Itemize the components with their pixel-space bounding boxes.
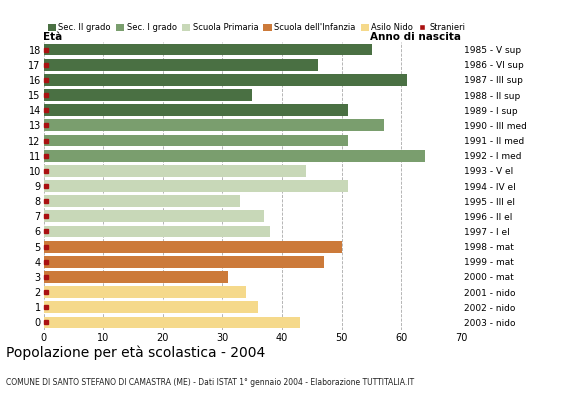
Bar bbox=[44, 180, 348, 192]
Text: Età: Età bbox=[44, 32, 63, 42]
Bar bbox=[44, 241, 342, 252]
Bar bbox=[44, 165, 306, 177]
Bar bbox=[44, 120, 383, 131]
Bar bbox=[44, 286, 246, 298]
Bar bbox=[44, 150, 425, 162]
Bar bbox=[44, 74, 407, 86]
Bar bbox=[44, 44, 372, 56]
Bar bbox=[44, 104, 348, 116]
Bar bbox=[44, 226, 270, 237]
Text: COMUNE DI SANTO STEFANO DI CAMASTRA (ME) - Dati ISTAT 1° gennaio 2004 - Elaboraz: COMUNE DI SANTO STEFANO DI CAMASTRA (ME)… bbox=[6, 378, 414, 387]
Bar bbox=[44, 210, 264, 222]
Bar bbox=[44, 195, 240, 207]
Bar bbox=[44, 301, 258, 313]
Legend: Sec. II grado, Sec. I grado, Scuola Primaria, Scuola dell'Infanzia, Asilo Nido, : Sec. II grado, Sec. I grado, Scuola Prim… bbox=[48, 23, 465, 32]
Text: Anno di nascita: Anno di nascita bbox=[370, 32, 461, 42]
Text: Popolazione per età scolastica - 2004: Popolazione per età scolastica - 2004 bbox=[6, 346, 265, 360]
Bar bbox=[44, 135, 348, 146]
Bar bbox=[44, 59, 318, 71]
Bar bbox=[44, 316, 300, 328]
Bar bbox=[44, 271, 229, 283]
Bar bbox=[44, 256, 324, 268]
Bar bbox=[44, 89, 252, 101]
